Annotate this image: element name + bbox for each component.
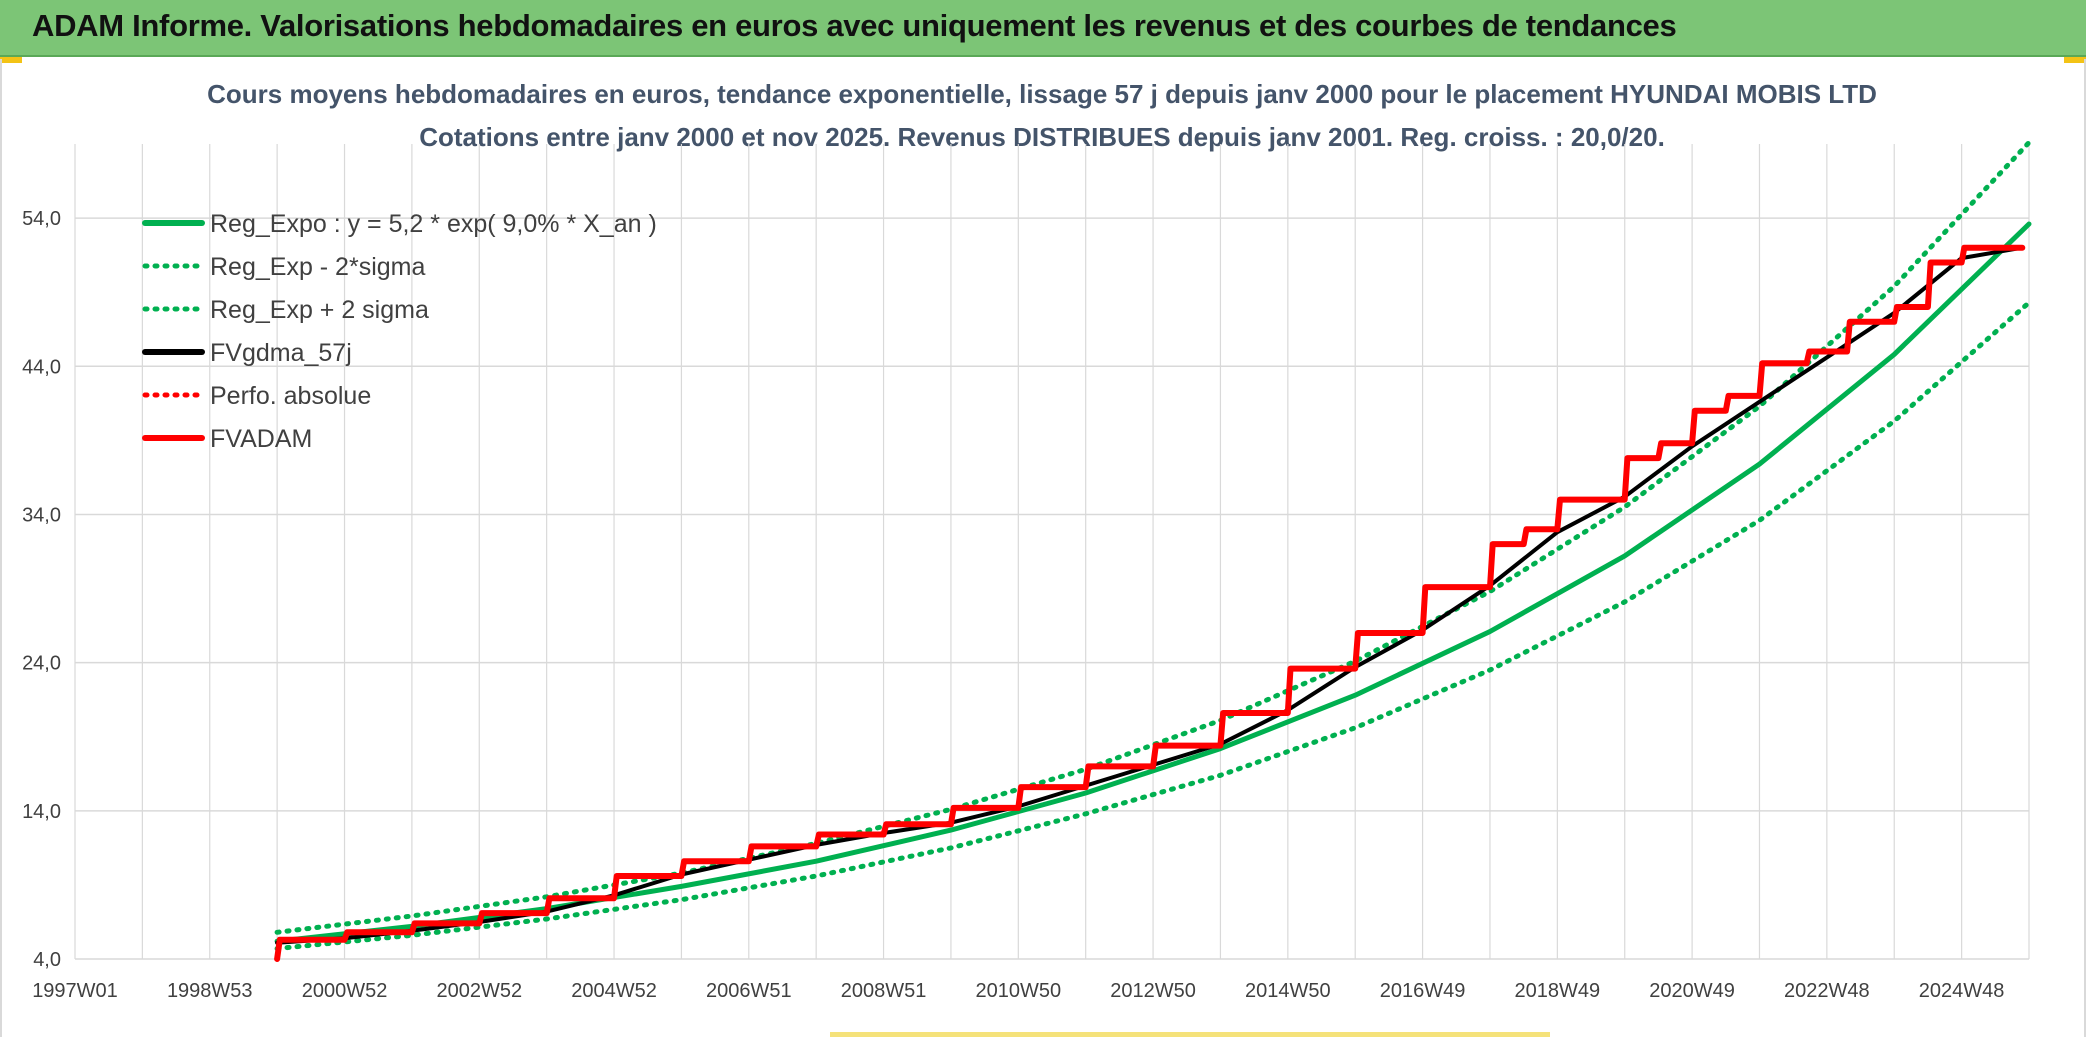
y-tick-label: 34,0 [22, 504, 61, 526]
legend-label: Reg_Exp + 2 sigma [210, 296, 429, 324]
x-tick-label: 2006W51 [706, 980, 792, 1002]
x-tick-label: 2010W50 [975, 980, 1061, 1002]
axis-labels: 4,0 14,0 24,0 34,0 44,0 54,0 1997W01 1998W53 200… [22, 208, 2004, 1002]
series-layer [274, 140, 2032, 962]
x-tick-label: 1997W01 [32, 980, 118, 1002]
corner-marker-right [2064, 57, 2086, 63]
report-header: ADAM Informe. Valorisations hebdomadaire… [0, 0, 2086, 57]
legend-label: FVgdma_57j [210, 339, 352, 367]
y-tick-label: 54,0 [22, 208, 61, 230]
chart-title-line2: Cotations entre janv 2000 et nov 2025. R… [419, 122, 1665, 152]
x-tick-label: 2022W48 [1784, 980, 1870, 1002]
bottom-strip [830, 1032, 1550, 1037]
grid [74, 144, 2030, 960]
series-fvadam-line [274, 244, 2026, 962]
report-title: ADAM Informe. Valorisations hebdomadaire… [32, 8, 1677, 43]
y-tick-label: 44,0 [22, 356, 61, 378]
legend-label: Reg_Exp - 2*sigma [210, 253, 425, 281]
x-tick-label: 2016W49 [1380, 980, 1466, 1002]
x-tick-label: 2020W49 [1649, 980, 1735, 1002]
y-tick-label: 24,0 [22, 653, 61, 675]
x-tick-label: 2014W50 [1245, 980, 1331, 1002]
chart-title-line1: Cours moyens hebdomadaires en euros, ten… [207, 79, 1877, 109]
x-tick-label: 2012W50 [1110, 980, 1196, 1002]
x-tick-label: 2002W52 [436, 980, 522, 1002]
series-reg-minus-2sigma-line [274, 300, 2032, 952]
corner-marker-left [0, 57, 22, 63]
series-fvgdma-57j-line [275, 245, 2025, 945]
x-tick-label: 2024W48 [1919, 980, 2005, 1002]
x-tick-label: 2000W52 [302, 980, 388, 1002]
chart-area: Cours moyens hebdomadaires en euros, ten… [0, 59, 2086, 1037]
chart-svg: Cours moyens hebdomadaires en euros, ten… [22, 79, 2032, 1002]
legend: Reg_Expo : y = 5,2 * exp( 9,0% * X_an ) R… [142, 210, 657, 453]
legend-label: FVADAM [210, 425, 312, 453]
x-tick-label: 1998W53 [167, 980, 253, 1002]
x-tick-label: 2004W52 [571, 980, 657, 1002]
legend-label: Perfo. absolue [210, 382, 371, 410]
x-tick-label: 2018W49 [1515, 980, 1601, 1002]
y-tick-label: 14,0 [22, 801, 61, 823]
y-tick-label: 4,0 [33, 949, 61, 971]
x-tick-label: 2008W51 [841, 980, 927, 1002]
legend-label: Reg_Expo : y = 5,2 * exp( 9,0% * X_an ) [210, 210, 657, 238]
